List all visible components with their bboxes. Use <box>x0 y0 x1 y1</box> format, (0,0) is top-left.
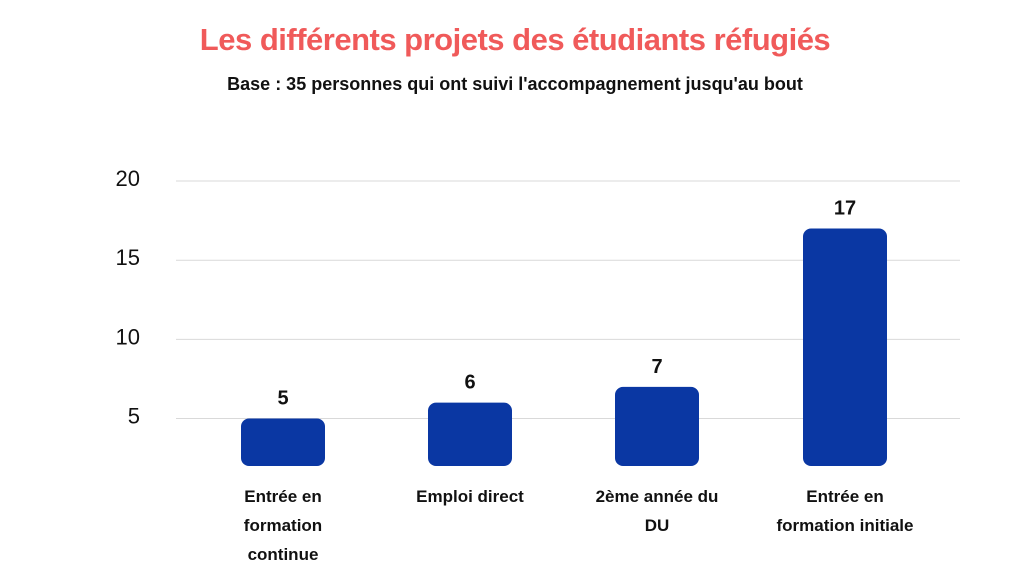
bar <box>241 418 325 466</box>
bar <box>803 228 887 466</box>
y-tick-label: 15 <box>116 245 140 270</box>
category-label-line: 2ème année du <box>596 487 719 506</box>
data-label: 6 <box>464 372 475 394</box>
category-label-line: Entrée en <box>244 487 321 506</box>
category-label: Entrée en formation continue <box>244 487 322 564</box>
y-axis-ticks: 5 10 15 20 <box>116 166 140 428</box>
category-label: Emploi direct <box>416 487 524 506</box>
data-label: 7 <box>651 356 662 378</box>
data-labels: 5 6 7 17 <box>277 198 856 410</box>
y-tick-label: 10 <box>116 324 140 349</box>
category-label-line: continue <box>248 545 319 564</box>
bar <box>615 386 699 466</box>
category-label-line: DU <box>645 516 670 535</box>
y-tick-label: 20 <box>116 166 140 191</box>
category-label-line: formation initiale <box>777 516 914 535</box>
chart-title: Les différents projets des étudiants réf… <box>199 22 831 57</box>
category-label: Entrée en formation initiale <box>777 487 914 535</box>
category-label: 2ème année du DU <box>596 487 719 535</box>
data-label: 5 <box>277 388 288 410</box>
category-label-line: Emploi direct <box>416 487 524 506</box>
data-label: 17 <box>834 198 856 220</box>
y-tick-label: 5 <box>128 404 140 429</box>
bar <box>428 402 512 466</box>
bars <box>241 228 887 466</box>
x-axis-categories: Entrée en formation continue Emploi direct 2… <box>244 487 914 564</box>
category-label-line: formation <box>244 516 322 535</box>
category-label-line: Entrée en <box>806 487 883 506</box>
chart-subtitle: Base : 35 personnes qui ont suivi l'acco… <box>227 74 803 94</box>
